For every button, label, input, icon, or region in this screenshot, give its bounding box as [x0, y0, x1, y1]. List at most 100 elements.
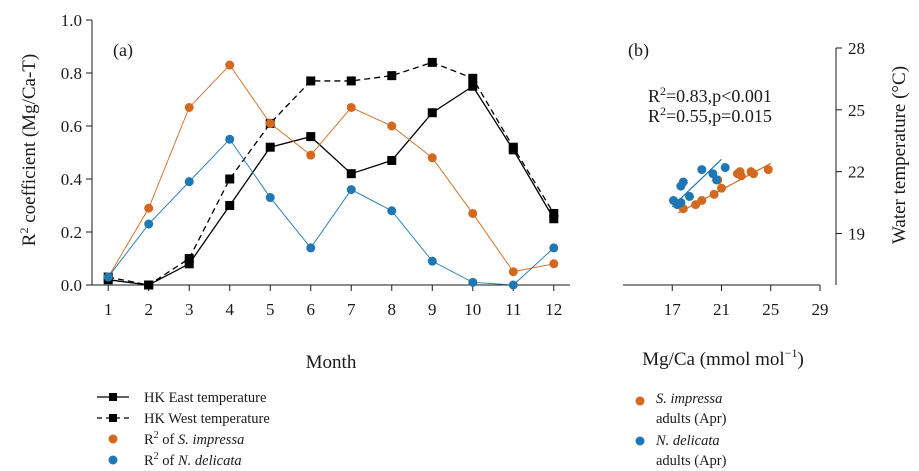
legend-delicata-of: of	[159, 453, 178, 469]
panel-a-axes: 0.00.20.40.60.81.01 2 3 4 5 6 7 8 9 10 11 12	[61, 11, 570, 319]
panel-b-x-tick-label: 17	[664, 300, 682, 319]
legend-impressa-species: S. impressa	[178, 432, 244, 448]
scatter-point-impressa	[717, 183, 726, 193]
legend-east-label: HK East temperature	[144, 390, 266, 406]
marker-delicata	[306, 243, 316, 253]
marker-impressa	[387, 121, 397, 131]
panel-a-x-tick-label: 4	[225, 300, 234, 319]
panel-a-y-label-main: R	[19, 233, 40, 246]
legend-delicata-label: R2 of N. delicata	[144, 451, 242, 469]
marker-delicata	[184, 177, 194, 187]
marker-west	[306, 76, 316, 86]
series-line-impressa	[107, 64, 554, 278]
panel-b-y-tick-label: 28	[848, 39, 865, 58]
legend-impressa-r: R	[144, 432, 154, 448]
panel-b-x-label-main: Mg/Ca (mmol mol	[642, 349, 785, 370]
marker-east	[346, 169, 356, 179]
scatter-point-delicata	[720, 163, 730, 173]
panel-a-x-tick-label: 2	[144, 300, 153, 319]
legend-impressa-marker	[108, 434, 118, 444]
annotation-impressa: R2=0.83,p<0.001	[648, 84, 772, 106]
marker-west	[184, 254, 194, 263]
marker-impressa	[225, 60, 235, 70]
marker-west	[468, 73, 478, 83]
panel-a-y-tick-label: 0.8	[61, 64, 82, 83]
annotation-delicata-r: R	[648, 106, 660, 126]
panel-b-x-tick-label: 29	[812, 300, 829, 319]
annotation-impressa-sup: 2	[660, 84, 666, 98]
panel-a-x-tick-label: 12	[545, 300, 562, 319]
series-line-west	[108, 61, 555, 286]
annotation-delicata-sup: 2	[660, 104, 666, 118]
panel-a-legend: HK East temperature HK West temperature …	[97, 390, 270, 469]
marker-delicata	[508, 280, 518, 290]
marker-impressa	[144, 203, 154, 213]
marker-delicata	[225, 134, 235, 144]
panel-b-x-tick-label: 25	[762, 300, 779, 319]
panel-b-x-tick-label: 21	[713, 300, 730, 319]
marker-west	[144, 280, 154, 290]
panel-b-legend: S. impressa adults (Apr) N. delicata adu…	[635, 391, 727, 469]
marker-delicata	[346, 185, 356, 195]
scatter-point-delicata	[676, 198, 686, 208]
panel-a-y-tick-label: 1.0	[61, 11, 82, 30]
marker-impressa	[184, 102, 194, 112]
marker-east	[184, 259, 194, 269]
legend-delicata-marker	[108, 455, 118, 465]
panel-a-x-tick-label: 7	[347, 300, 356, 319]
panel-a-x-tick-label: 11	[505, 300, 521, 319]
marker-impressa	[468, 208, 478, 218]
marker-east	[265, 142, 275, 152]
marker-delicata	[387, 206, 397, 216]
marker-delicata	[144, 219, 154, 229]
marker-impressa	[508, 267, 518, 277]
legend-item-west: HK West temperature	[97, 411, 270, 427]
scatter-point-delicata	[712, 175, 722, 185]
panel-b-x-label-end: )	[797, 349, 803, 370]
legend-b-impressa-species: S. impressa	[656, 391, 722, 407]
marker-delicata	[265, 193, 275, 203]
scatter-point-impressa	[735, 167, 745, 177]
series-line-delicata	[107, 138, 555, 286]
marker-east	[306, 132, 316, 142]
series-line-east	[108, 85, 555, 286]
marker-east	[468, 81, 478, 91]
marker-east	[225, 201, 235, 210]
marker-impressa	[346, 102, 356, 112]
scatter-point-delicata	[697, 165, 707, 175]
legend-east-marker	[109, 393, 117, 401]
legend-west-label: HK West temperature	[144, 411, 270, 427]
legend-impressa-label: R2 of S. impressa	[144, 430, 244, 448]
legend-delicata-r: R	[144, 453, 154, 469]
panel-b-series	[668, 158, 773, 214]
marker-west	[508, 142, 518, 152]
panel-a-y-tick-label: 0.6	[61, 117, 82, 136]
marker-east	[427, 108, 437, 118]
marker-east	[549, 214, 559, 224]
legend-west-marker	[109, 414, 117, 422]
panel-a-y-label-rest: coefficient (Mg/Ca-T)	[19, 54, 40, 228]
marker-east	[387, 155, 397, 165]
legend-b-item-delicata: N. delicata adults (Apr)	[635, 433, 727, 469]
scatter-point-delicata	[678, 177, 688, 187]
scatter-point-impressa	[697, 196, 707, 206]
marker-impressa	[427, 153, 437, 163]
marker-west	[387, 71, 397, 81]
legend-impressa-sup: 2	[154, 430, 159, 441]
legend-item-delicata: R2 of N. delicata	[108, 451, 242, 469]
scatter-point-impressa	[709, 189, 719, 199]
legend-delicata-sup: 2	[154, 451, 159, 462]
panel-a-series	[103, 57, 559, 290]
scatter-point-impressa	[763, 165, 773, 175]
legend-b-impressa-marker	[635, 396, 645, 406]
panel-b-y-tick-label: 19	[848, 224, 865, 243]
legend-item-impressa: R2 of S. impressa	[108, 430, 244, 448]
panel-a-y-tick-label: 0.0	[61, 276, 82, 295]
panel-b-y-axis-label: Water temperature (°C)	[889, 66, 910, 244]
panel-a-x-axis-label: Month	[306, 352, 357, 373]
marker-west	[427, 57, 437, 67]
legend-b-item-impressa: S. impressa adults (Apr)	[635, 391, 727, 427]
marker-impressa	[549, 259, 559, 269]
marker-west	[225, 174, 235, 184]
